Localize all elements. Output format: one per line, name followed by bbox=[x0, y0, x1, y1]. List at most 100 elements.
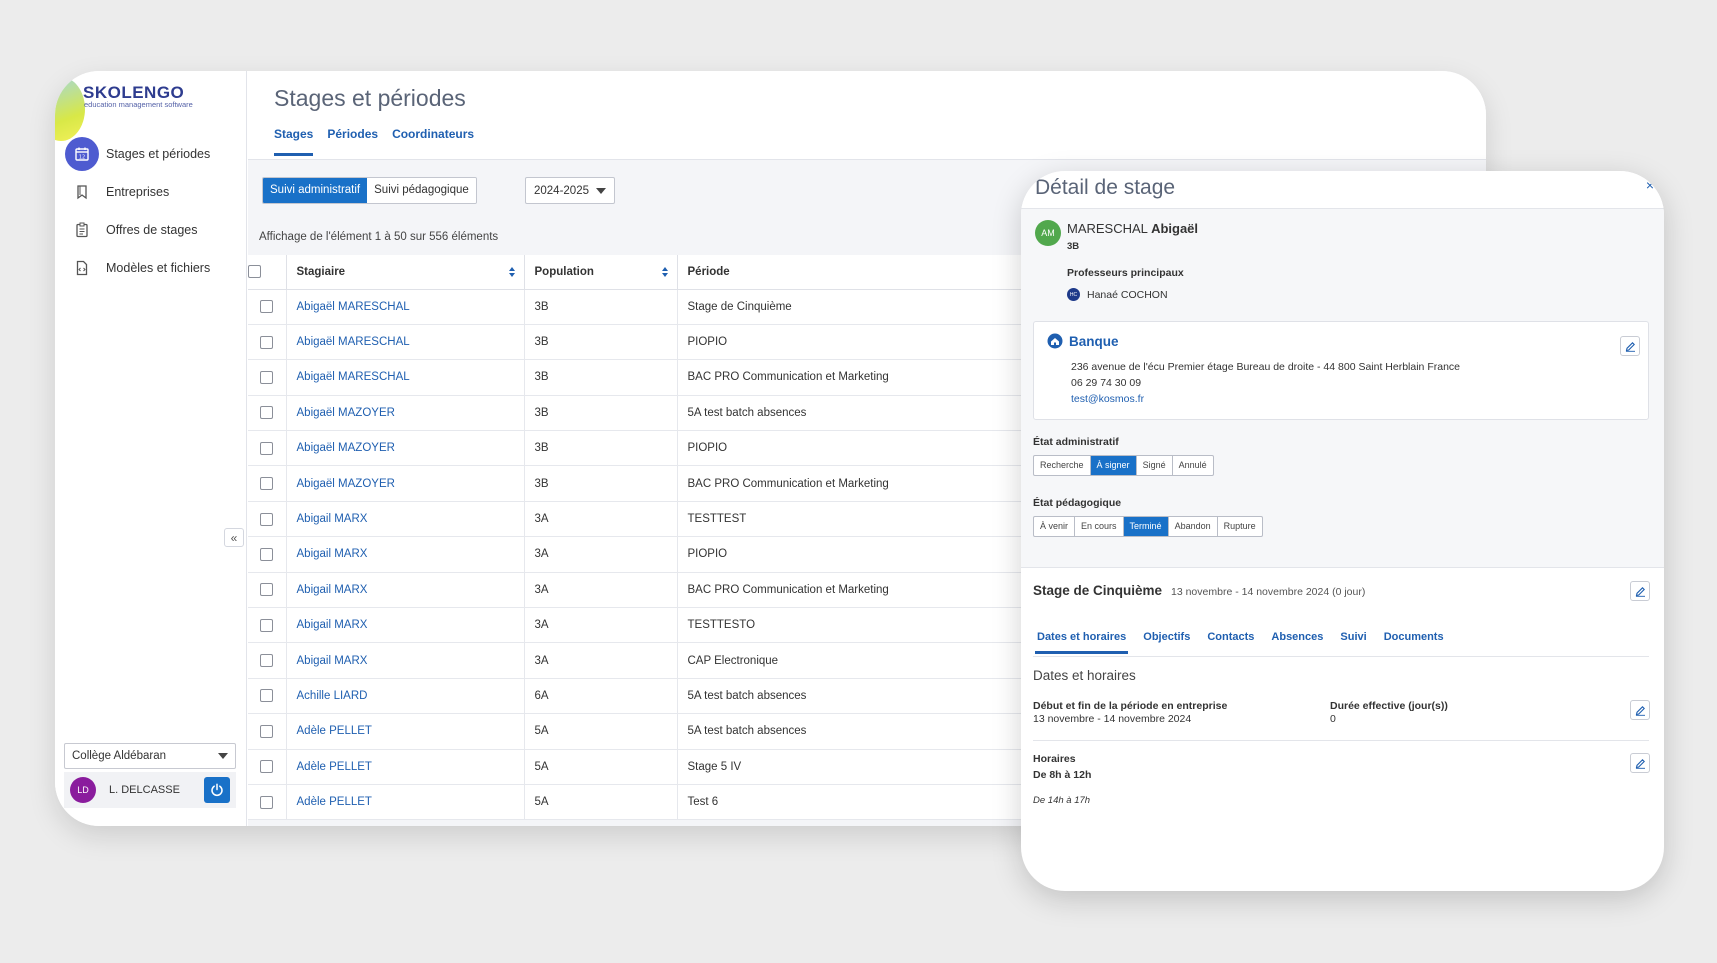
periode-cell: 5A test batch absences bbox=[677, 713, 1030, 750]
row-checkbox[interactable] bbox=[260, 441, 274, 455]
sidebar-item-entreprises[interactable]: Entreprises bbox=[65, 173, 243, 211]
table-row[interactable]: Abigail MARX 3A BAC PRO Communication et M… bbox=[248, 572, 1030, 609]
table-row[interactable]: Abigaël MARESCHAL 3B Stage de Cinquième bbox=[248, 289, 1030, 325]
population-cell: 3B bbox=[524, 465, 678, 502]
edit-dates-button[interactable] bbox=[1630, 700, 1650, 720]
etat-administratif-option[interactable]: À signer bbox=[1090, 456, 1137, 475]
etat-administratif-option[interactable]: Annulé bbox=[1178, 460, 1207, 470]
row-checkbox[interactable] bbox=[260, 618, 274, 632]
tab-stages[interactable]: Stages bbox=[274, 127, 314, 156]
stagiaire-cell[interactable]: Abigaël MARESCHAL bbox=[286, 324, 525, 361]
row-select-cell bbox=[248, 784, 287, 821]
row-checkbox[interactable] bbox=[260, 760, 274, 774]
etat-pedagogique-option[interactable]: Terminé bbox=[1123, 517, 1169, 536]
table-row[interactable]: Achille LIARD 6A 5A test batch absences bbox=[248, 678, 1030, 715]
column-header-population[interactable]: Population bbox=[524, 255, 678, 290]
company-name[interactable]: Banque bbox=[1047, 333, 1119, 349]
row-checkbox[interactable] bbox=[260, 654, 274, 668]
tab-documents[interactable]: Documents bbox=[1383, 631, 1444, 643]
year-select[interactable]: 2024-2025 bbox=[525, 177, 615, 204]
table-row[interactable]: Abigail MARX 3A CAP Electronique bbox=[248, 642, 1030, 679]
stagiaire-cell[interactable]: Abigaël MAZOYER bbox=[286, 465, 525, 502]
etat-administratif-option[interactable]: Signé bbox=[1137, 456, 1173, 475]
stagiaire-cell[interactable]: Abigaël MAZOYER bbox=[286, 430, 525, 467]
collapse-sidebar-button[interactable]: « bbox=[224, 528, 244, 547]
stagiaire-cell[interactable]: Abigaël MARESCHAL bbox=[286, 289, 525, 325]
table-row[interactable]: Adèle PELLET 5A Stage 5 IV bbox=[248, 749, 1030, 785]
etat-pedagogique-option[interactable]: Rupture bbox=[1223, 521, 1256, 531]
tab-periodes[interactable]: Périodes bbox=[327, 127, 379, 141]
edit-company-button[interactable] bbox=[1620, 336, 1640, 356]
suivi-pedagogique-button[interactable]: Suivi pédagogique bbox=[367, 178, 476, 203]
table-row[interactable]: Abigaël MARESCHAL 3B PIOPIO bbox=[248, 324, 1030, 361]
periode-cell: PIOPIO bbox=[677, 430, 1030, 467]
stagiaire-cell[interactable]: Adèle PELLET bbox=[286, 784, 525, 821]
row-checkbox[interactable] bbox=[260, 512, 274, 526]
row-checkbox[interactable] bbox=[260, 370, 274, 384]
edit-stage-button[interactable] bbox=[1630, 581, 1650, 601]
etat-pedagogique-option[interactable]: À venir bbox=[1034, 517, 1076, 536]
row-checkbox[interactable] bbox=[260, 335, 274, 349]
stagiaire-cell[interactable]: Abigail MARX bbox=[286, 572, 525, 609]
stagiaire-cell[interactable]: Abigaël MAZOYER bbox=[286, 395, 525, 432]
stagiaire-cell[interactable]: Achille LIARD bbox=[286, 678, 525, 715]
tab-dates-horaires[interactable]: Dates et horaires bbox=[1035, 631, 1129, 654]
table-row[interactable]: Abigail MARX 3A TESTTESTO bbox=[248, 607, 1030, 644]
etat-pedagogique-option[interactable]: En cours bbox=[1075, 517, 1124, 536]
table-row[interactable]: Abigaël MARESCHAL 3B BAC PRO Communication… bbox=[248, 359, 1030, 396]
etat-pedagogique-option[interactable]: Abandon bbox=[1169, 517, 1218, 536]
row-checkbox[interactable] bbox=[260, 477, 274, 491]
table-row[interactable]: Abigail MARX 3A TESTTEST bbox=[248, 501, 1030, 538]
row-checkbox[interactable] bbox=[260, 689, 274, 703]
sidebar-item-offres[interactable]: Offres de stages bbox=[65, 211, 243, 249]
company-email[interactable]: test@kosmos.fr bbox=[1071, 393, 1145, 405]
select-all-checkbox[interactable] bbox=[248, 265, 261, 279]
row-checkbox[interactable] bbox=[260, 406, 274, 420]
svg-text:12: 12 bbox=[79, 155, 85, 161]
periode-cell: PIOPIO bbox=[677, 536, 1030, 573]
pencil-icon bbox=[1635, 586, 1645, 597]
stagiaire-cell[interactable]: Abigail MARX bbox=[286, 642, 525, 679]
row-checkbox[interactable] bbox=[260, 547, 274, 561]
table-row[interactable]: Abigaël MAZOYER 3B 5A test batch absences bbox=[248, 395, 1030, 432]
row-checkbox[interactable] bbox=[260, 795, 274, 809]
tab-absences[interactable]: Absences bbox=[1271, 631, 1324, 643]
power-icon bbox=[211, 783, 223, 797]
row-checkbox[interactable] bbox=[260, 724, 274, 738]
sidebar-item-stages[interactable]: 12 Stages et périodes bbox=[65, 135, 243, 173]
horaires-value-afternoon: De 14h à 17h bbox=[1033, 795, 1091, 806]
stagiaire-cell[interactable]: Abigaël MARESCHAL bbox=[286, 359, 525, 396]
logout-button[interactable] bbox=[204, 777, 230, 803]
population-cell: 6A bbox=[524, 678, 678, 715]
table-row[interactable]: Abigail MARX 3A PIOPIO bbox=[248, 536, 1030, 573]
tab-coordinateurs[interactable]: Coordinateurs bbox=[392, 127, 475, 141]
detail-title-bar: Détail de stage × bbox=[1021, 171, 1664, 209]
stagiaire-cell[interactable]: Abigail MARX bbox=[286, 536, 525, 573]
stagiaire-cell[interactable]: Abigail MARX bbox=[286, 501, 525, 538]
population-cell: 5A bbox=[524, 749, 678, 785]
row-checkbox[interactable] bbox=[260, 300, 274, 314]
row-checkbox[interactable] bbox=[260, 583, 274, 597]
tab-contacts[interactable]: Contacts bbox=[1207, 631, 1255, 643]
etat-administratif-option[interactable]: Recherche bbox=[1034, 456, 1091, 475]
population-cell: 3A bbox=[524, 536, 678, 573]
stagiaire-cell[interactable]: Adèle PELLET bbox=[286, 713, 525, 750]
row-select-cell bbox=[248, 395, 287, 432]
table-row[interactable]: Adèle PELLET 5A 5A test batch absences bbox=[248, 713, 1030, 750]
college-select[interactable]: Collège Aldébaran bbox=[64, 743, 236, 769]
table-row[interactable]: Adèle PELLET 5A Test 6 bbox=[248, 784, 1030, 821]
table-row[interactable]: Abigaël MAZOYER 3B BAC PRO Communication e… bbox=[248, 465, 1030, 502]
suivi-administratif-button[interactable]: Suivi administratif bbox=[263, 178, 368, 203]
stagiaire-cell[interactable]: Abigail MARX bbox=[286, 607, 525, 644]
tab-suivi[interactable]: Suivi bbox=[1340, 631, 1367, 643]
edit-horaires-button[interactable] bbox=[1630, 753, 1650, 773]
close-icon[interactable]: × bbox=[1645, 177, 1654, 193]
table-row[interactable]: Abigaël MAZOYER 3B PIOPIO bbox=[248, 430, 1030, 467]
column-header-stagiaire[interactable]: Stagiaire bbox=[286, 255, 525, 290]
column-header-periode[interactable]: Période bbox=[677, 255, 1030, 290]
sidebar-item-modeles[interactable]: Modèles et fichiers bbox=[65, 249, 243, 287]
user-name: L. DELCASSE bbox=[109, 784, 180, 796]
pencil-icon bbox=[1625, 341, 1635, 352]
tab-objectifs[interactable]: Objectifs bbox=[1143, 631, 1191, 643]
stagiaire-cell[interactable]: Adèle PELLET bbox=[286, 749, 525, 785]
